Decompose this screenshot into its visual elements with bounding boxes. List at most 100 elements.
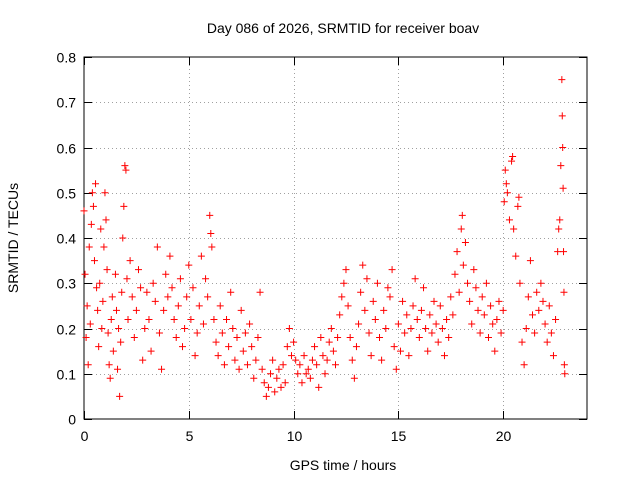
data-point [108, 293, 116, 301]
data-point [308, 356, 316, 364]
data-point [185, 261, 193, 269]
data-point [334, 334, 342, 342]
data-point [292, 356, 300, 364]
data-point [275, 365, 283, 373]
data-point [533, 288, 541, 296]
data-point [401, 329, 409, 337]
data-point [390, 343, 398, 351]
data-point [529, 311, 537, 319]
data-point [426, 311, 434, 319]
y-tick-label: 0.2 [57, 322, 77, 338]
data-point [101, 189, 109, 197]
data-point [468, 320, 476, 328]
data-point [394, 320, 402, 328]
x-tick-label: 10 [287, 428, 303, 444]
data-point [141, 325, 149, 332]
data-point [420, 284, 428, 292]
data-point [241, 329, 249, 337]
data-point [478, 293, 486, 301]
data-point [458, 211, 466, 219]
data-point [227, 288, 235, 296]
data-point [315, 383, 323, 391]
data-point [233, 334, 241, 342]
data-point [313, 361, 321, 369]
data-point [229, 325, 237, 332]
data-point [558, 112, 566, 120]
data-point [409, 302, 417, 310]
data-point [191, 352, 199, 360]
y-axis: 0 0.1 0.2 0.3 0.4 0.5 0.6 0.7 0.8 [57, 50, 587, 428]
data-point [166, 252, 174, 260]
data-point [174, 302, 182, 310]
data-point [352, 343, 360, 351]
data-point [526, 257, 534, 265]
data-point [155, 329, 163, 337]
data-point [508, 157, 516, 165]
data-point [95, 343, 103, 351]
data-point [89, 202, 97, 210]
data-point [98, 325, 106, 332]
data-point [561, 370, 569, 378]
data-point [325, 338, 333, 346]
data-point [225, 343, 233, 351]
data-point [543, 338, 551, 346]
data-point [311, 343, 319, 351]
data-point [558, 76, 566, 84]
x-axis: 0 5 10 15 20 [81, 57, 511, 444]
data-point [321, 370, 329, 378]
data-point [281, 379, 289, 387]
data-point [480, 311, 488, 319]
y-axis-label: SRMTID / TECUs [5, 183, 21, 293]
data-point [285, 325, 293, 332]
data-point [495, 297, 503, 305]
data-point [86, 320, 94, 328]
data-point [85, 243, 93, 251]
data-point [237, 306, 245, 314]
data-point [436, 302, 444, 310]
data-point [294, 370, 302, 378]
data-point [306, 374, 314, 382]
data-point [153, 243, 161, 251]
data-point [231, 356, 239, 364]
data-point [443, 315, 451, 323]
data-point [243, 361, 251, 369]
data-point [107, 315, 115, 323]
y-tick-label: 0.6 [57, 141, 77, 157]
data-point [273, 374, 281, 382]
data-point [378, 356, 386, 364]
data-point [93, 284, 101, 292]
data-point [119, 234, 127, 242]
data-point [277, 383, 285, 391]
data-point [83, 302, 91, 310]
data-point [216, 302, 224, 310]
data-point [168, 284, 176, 292]
data-point [120, 202, 128, 210]
data-point [109, 347, 117, 355]
data-point [147, 347, 155, 355]
data-point [172, 334, 180, 342]
data-point [323, 356, 331, 364]
data-point [99, 297, 107, 305]
data-point [472, 284, 480, 292]
data-point [396, 347, 404, 355]
data-point [128, 293, 136, 301]
data-point [365, 329, 373, 337]
data-point [476, 329, 484, 337]
data-point [560, 288, 568, 296]
data-point [399, 297, 407, 305]
data-point [541, 320, 549, 328]
data-point [252, 356, 260, 364]
data-point [556, 216, 564, 224]
data-point [94, 306, 102, 314]
data-point [340, 279, 348, 287]
data-point [250, 374, 258, 382]
data-point [489, 320, 497, 328]
data-point [102, 216, 110, 224]
data-point [283, 343, 291, 351]
data-point [336, 311, 344, 319]
data-point [560, 248, 568, 256]
data-point [346, 334, 354, 342]
data-point [287, 352, 295, 360]
data-point [392, 365, 400, 373]
